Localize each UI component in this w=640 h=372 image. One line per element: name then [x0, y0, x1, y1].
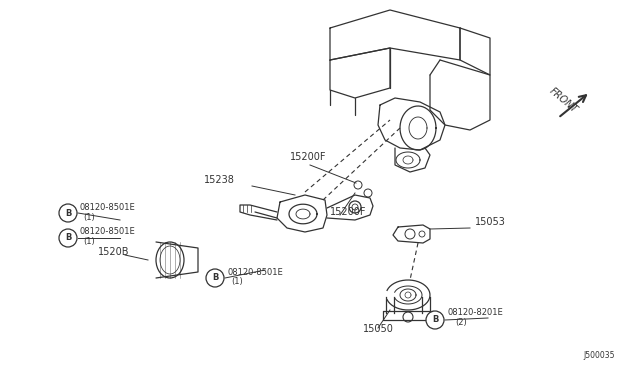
- Circle shape: [426, 311, 444, 329]
- Text: 15050: 15050: [363, 324, 394, 334]
- Text: (2): (2): [455, 318, 467, 327]
- Circle shape: [206, 269, 224, 287]
- Circle shape: [59, 229, 77, 247]
- Text: 1520B: 1520B: [98, 247, 129, 257]
- Text: 15238: 15238: [204, 175, 235, 185]
- Text: 08120-8501E: 08120-8501E: [80, 203, 136, 212]
- Text: J500035: J500035: [584, 351, 615, 360]
- Text: 15053: 15053: [475, 217, 506, 227]
- Text: B: B: [65, 208, 71, 218]
- Text: FRONT: FRONT: [547, 86, 579, 115]
- Text: 08120-8501E: 08120-8501E: [228, 268, 284, 277]
- Text: 08120-8501E: 08120-8501E: [80, 227, 136, 236]
- Text: (1): (1): [83, 213, 95, 222]
- Text: (1): (1): [231, 277, 243, 286]
- Text: B: B: [432, 315, 438, 324]
- Text: (1): (1): [83, 237, 95, 246]
- Text: 15200F: 15200F: [290, 152, 326, 162]
- Circle shape: [59, 204, 77, 222]
- Text: B: B: [212, 273, 218, 282]
- Text: B: B: [65, 234, 71, 243]
- Text: 15200F: 15200F: [330, 207, 367, 217]
- Text: 08120-8201E: 08120-8201E: [448, 308, 504, 317]
